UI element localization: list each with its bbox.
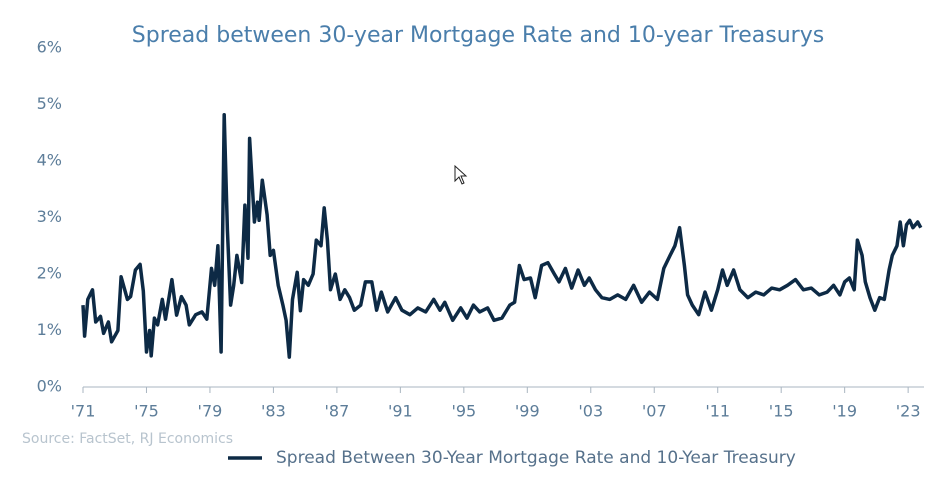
x-tick-label: '07 bbox=[642, 402, 667, 421]
x-tick-label: '87 bbox=[325, 402, 350, 421]
legend-label: Spread Between 30-Year Mortgage Rate and… bbox=[276, 448, 796, 468]
y-tick-label: 4% bbox=[37, 151, 62, 170]
x-tick-label: '23 bbox=[896, 402, 921, 421]
y-tick-label: 0% bbox=[37, 377, 62, 396]
x-tick-label: '79 bbox=[198, 402, 223, 421]
x-tick-label: '95 bbox=[451, 402, 476, 421]
y-tick-label: 5% bbox=[37, 94, 62, 113]
x-tick-label: '83 bbox=[261, 402, 286, 421]
chart-title: Spread between 30-year Mortgage Rate and… bbox=[132, 23, 824, 48]
x-tick-label: '91 bbox=[388, 402, 413, 421]
mouse-cursor bbox=[454, 164, 468, 185]
x-tick-label: '99 bbox=[515, 402, 540, 421]
x-tick-label: '03 bbox=[578, 402, 603, 421]
x-tick-label: '19 bbox=[832, 402, 857, 421]
x-tick-label: '71 bbox=[71, 402, 96, 421]
y-tick-label: 2% bbox=[37, 264, 62, 283]
y-tick-label: 3% bbox=[37, 207, 62, 226]
data-line bbox=[81, 112, 923, 359]
y-tick-label: 6% bbox=[37, 38, 62, 57]
x-tick-label: '15 bbox=[769, 402, 794, 421]
x-tick-label: '11 bbox=[705, 402, 730, 421]
y-tick-label: 1% bbox=[37, 320, 62, 339]
x-tick-label: '75 bbox=[134, 402, 159, 421]
source-note: Source: FactSet, RJ Economics bbox=[22, 431, 233, 447]
